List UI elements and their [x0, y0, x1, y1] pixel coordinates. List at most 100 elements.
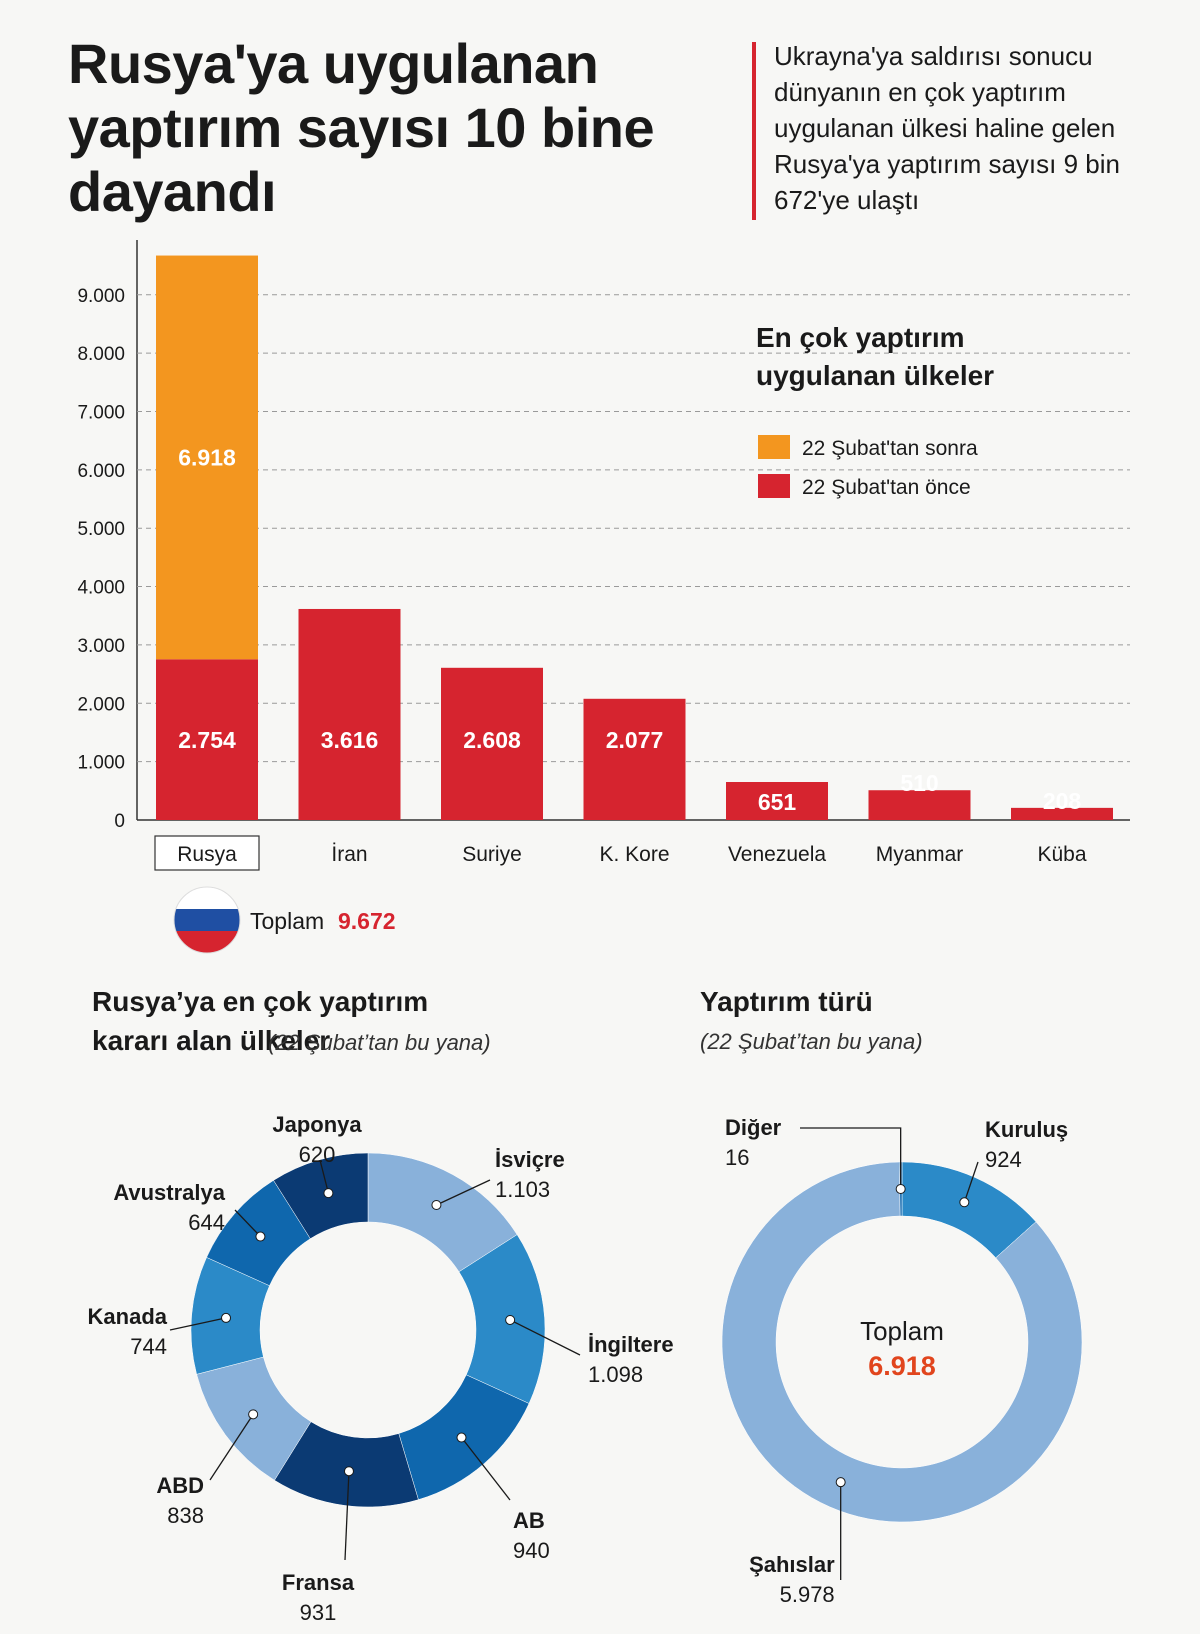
- donut1-slice-name: AB: [513, 1508, 545, 1533]
- donut1-slice-name: ABD: [156, 1473, 204, 1498]
- donut1-marker-dot: [221, 1312, 232, 1323]
- donut1-slice-name: İngiltere: [588, 1332, 674, 1357]
- donut1-marker-dot: [255, 1231, 266, 1242]
- y-tick-label: 3.000: [77, 636, 125, 657]
- bar-value-label: 6.918: [178, 444, 236, 470]
- page-subtitle: Ukrayna'ya saldırısı sonucu dünyanın en …: [774, 41, 1120, 215]
- y-tick-label: 9.000: [77, 286, 125, 307]
- highlight-box: [154, 835, 260, 871]
- donut1-marker-dot: [431, 1200, 442, 1211]
- donut1-leader-line: [344, 1471, 350, 1561]
- donut2-marker-dot: [835, 1477, 846, 1488]
- y-tick-label: 6.000: [77, 461, 125, 482]
- donut1-slice-name: Kanada: [88, 1304, 168, 1329]
- bar-before-myanmar: [868, 790, 971, 820]
- x-category-label: Küba: [1037, 843, 1086, 866]
- bar-before-rusya: [156, 659, 258, 820]
- donut1-leader-line: [436, 1179, 491, 1206]
- legend-swatch-after: [758, 435, 790, 459]
- donut1-leader-line: [169, 1317, 227, 1331]
- donut2-slice-value: 16: [725, 1145, 749, 1170]
- flag-red: [174, 931, 240, 953]
- donut2-slice-name: Şahıslar: [749, 1552, 835, 1577]
- donut1-slice-name: İsviçre: [495, 1147, 565, 1172]
- donut1-slice-value: 620: [299, 1142, 336, 1167]
- legend-title: uygulanan ülkeler: [756, 360, 994, 391]
- y-tick-label: 2.000: [77, 694, 125, 715]
- y-tick-label: 4.000: [77, 578, 125, 599]
- donut1-title-line2: kararı alan ülkeler: [92, 1025, 330, 1056]
- bar-value-label: 3.616: [321, 727, 379, 753]
- donut1-leader-line: [509, 1319, 581, 1356]
- flag-stripes: [174, 887, 240, 953]
- donut1-slice-value: 940: [513, 1538, 550, 1563]
- donut1-marker-dot: [343, 1466, 354, 1477]
- bar-value-label: 2.608: [463, 727, 521, 753]
- donut2-center-label: Toplam: [860, 1316, 944, 1346]
- bar-value-label: 510: [900, 770, 938, 796]
- bar-value-label: 651: [758, 789, 797, 815]
- donut2-leader-line: [800, 1127, 902, 1190]
- donut2-title: Yaptırım türü: [700, 986, 873, 1017]
- donut1-slice-name: Avustralya: [113, 1180, 225, 1205]
- y-tick-label: 0: [114, 811, 125, 832]
- donut2-slice-value: 924: [985, 1147, 1022, 1172]
- donut1-slice-value: 1.103: [495, 1177, 550, 1202]
- subtitle-accent-bar: [752, 42, 756, 220]
- bar-value-label: 2.754: [178, 727, 236, 753]
- donut1-slice-name: Fransa: [282, 1570, 355, 1595]
- donut1-slice-value: 644: [188, 1210, 225, 1235]
- donut1-slice-value: 1.098: [588, 1362, 643, 1387]
- bar-after-rusya: [156, 255, 258, 660]
- donut2-marker-dot: [895, 1184, 906, 1195]
- donut2-center-value: 6.918: [868, 1351, 936, 1381]
- x-category-label: Rusya: [177, 843, 237, 866]
- donut1-leader-line: [209, 1413, 254, 1481]
- donut1-slice-value: 931: [300, 1600, 337, 1625]
- bar-value-label: 208: [1043, 788, 1082, 814]
- legend-title: En çok yaptırım: [756, 322, 965, 353]
- bar-before-venezuela: [726, 782, 828, 820]
- legend-swatch-before: [758, 474, 790, 498]
- donut1-slice-name: Japonya: [272, 1112, 362, 1137]
- flag-white: [174, 887, 240, 909]
- x-category-label: Venezuela: [728, 843, 826, 866]
- donut2-slice-name: Diğer: [725, 1115, 782, 1140]
- y-tick-label: 5.000: [77, 519, 125, 540]
- y-tick-label: 7.000: [77, 402, 125, 423]
- page-title: Rusya'ya uygulanan yaptırım sayısı 10 bi…: [68, 32, 655, 223]
- y-tick-label: 1.000: [77, 753, 125, 774]
- donut2-note: (22 Şubat’tan bu yana): [700, 1029, 923, 1054]
- donut2-slice-1: [721, 1161, 1083, 1523]
- donut1-leader-line: [234, 1209, 261, 1237]
- flag-border: [173, 886, 241, 954]
- donut1-leader-line: [319, 1159, 330, 1194]
- donut1-marker-dot: [248, 1409, 259, 1420]
- donut1-title-line1: Rusya’ya en çok yaptırım: [92, 986, 428, 1017]
- donut1-slice-value: 744: [130, 1334, 167, 1359]
- bar-before-küba: [1011, 807, 1113, 820]
- legend-label-before: 22 Şubat'tan önce: [802, 476, 971, 499]
- bar-value-label: 2.077: [606, 727, 664, 753]
- donut1-marker-dot: [456, 1432, 467, 1443]
- bar-before-kkore: [583, 698, 686, 820]
- total-value: 9.672: [338, 908, 396, 934]
- donut2-slice-name: Kuruluş: [985, 1117, 1068, 1142]
- x-category-label: K. Kore: [599, 843, 669, 866]
- x-category-label: Myanmar: [876, 843, 964, 866]
- bar-before-iran: [298, 608, 401, 820]
- donut1-note: (22 Şubat’tan bu yana): [268, 1030, 491, 1055]
- donut2-slice-value: 5.978: [780, 1582, 835, 1607]
- y-tick-label: 8.000: [77, 344, 125, 365]
- donut2-leader-line: [963, 1161, 979, 1203]
- donut1-marker-dot: [505, 1314, 516, 1325]
- donut2-marker-dot: [959, 1197, 970, 1208]
- flag-blue: [174, 909, 240, 931]
- donut1-slice-7: [273, 1152, 369, 1240]
- donut1-slice-value: 838: [167, 1503, 204, 1528]
- bar-before-suriye: [441, 667, 543, 820]
- donut1-marker-dot: [323, 1188, 334, 1199]
- x-category-label: Suriye: [462, 843, 522, 866]
- russia-flag-icon: [173, 886, 241, 954]
- legend-label-after: 22 Şubat'tan sonra: [802, 437, 978, 460]
